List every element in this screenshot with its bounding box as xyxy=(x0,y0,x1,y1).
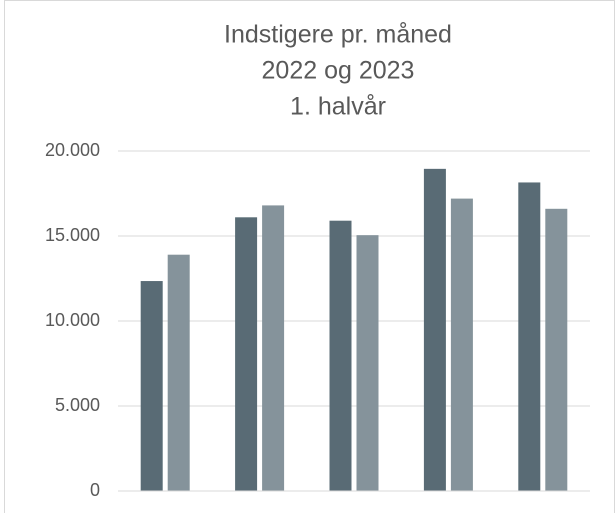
y-tick-label: 5.000 xyxy=(55,395,100,415)
bar xyxy=(140,281,163,491)
chart-subtitle: 1. halvår xyxy=(290,93,386,121)
chart-border xyxy=(4,0,615,513)
bar xyxy=(450,198,473,491)
bar xyxy=(329,220,352,491)
bar xyxy=(545,208,568,492)
chart-title: Indstigere pr. måned xyxy=(224,21,452,49)
bar xyxy=(262,205,285,491)
y-tick-label: 10.000 xyxy=(45,310,100,330)
bar xyxy=(235,217,258,492)
bar xyxy=(167,254,190,491)
chart-subtitle: 2022 og 2023 xyxy=(262,57,415,85)
bar xyxy=(518,182,541,491)
y-tick-label: 0 xyxy=(90,480,100,500)
y-tick-label: 15.000 xyxy=(45,225,100,245)
y-tick-label: 20.000 xyxy=(45,140,100,160)
bar xyxy=(356,235,379,491)
bar xyxy=(423,168,446,491)
